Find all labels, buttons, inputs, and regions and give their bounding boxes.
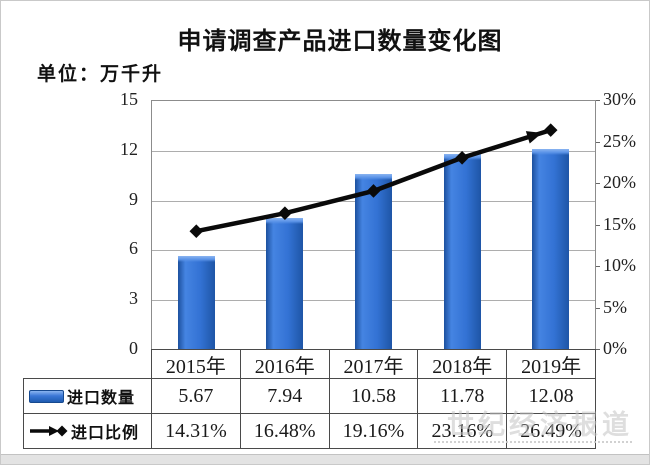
table-legend-label: 进口比例 (71, 425, 140, 442)
diamond-marker-icon (366, 184, 381, 198)
diamond-marker-icon (455, 150, 469, 165)
left-axis-tick-label: 15 (120, 89, 138, 109)
bar-top-highlight (266, 218, 304, 225)
table-legend-label: 进口数量 (67, 390, 136, 407)
table-value-cell: 12.08 (506, 378, 596, 414)
table-value-cell: 11.78 (417, 378, 508, 414)
bar (355, 174, 392, 350)
left-axis-tick-label: 9 (129, 188, 138, 209)
table-value-cell: 14.31% (151, 413, 241, 449)
left-axis-tick-label: 6 (129, 238, 138, 259)
bar-legend-icon (29, 389, 64, 403)
right-axis-tick-label: 20% (603, 172, 636, 192)
right-axis-tick-label: 0% (603, 338, 627, 358)
table-value-cell: 23.16% (417, 413, 508, 449)
plot-area (151, 100, 596, 351)
line-path (195, 127, 552, 234)
bar (266, 218, 304, 350)
right-axis-tick-label: 15% (603, 213, 636, 234)
bar-top-highlight (532, 149, 570, 156)
table-value-cell: 7.94 (239, 378, 330, 414)
table-legend-cell: 进口数量 (23, 378, 152, 414)
chart-title: 申请调查产品进口数量变化图 (177, 28, 503, 55)
table-value-cell: 10.58 (328, 378, 419, 414)
bar (177, 255, 215, 350)
bar (532, 149, 570, 350)
table-year-cell: 2017年 (328, 349, 419, 379)
table-year-cell: 2016年 (239, 349, 330, 379)
table-legend-cell: 进口比例 (23, 413, 152, 449)
table-series-row: 进口数量 5.67 7.94 10.58 11.78 12.08 (23, 378, 596, 414)
right-axis-tick-label: 5% (603, 296, 627, 317)
left-axis-tick-label: 0 (129, 338, 138, 358)
table-year-cell: 2015年 (151, 349, 241, 379)
table-year-cell: 2018年 (417, 349, 508, 379)
right-axis-tick-mark (594, 224, 600, 226)
bar-top-highlight (355, 174, 392, 181)
left-axis-tick-label: 3 (129, 288, 138, 309)
right-axis-tick-mark (594, 266, 600, 267)
right-axis-tick-mark (594, 307, 600, 309)
right-axis-tick-label: 30% (603, 89, 636, 109)
right-axis-tick-label: 10% (603, 255, 636, 275)
line-series (189, 123, 558, 239)
left-axis-tick-label: 12 (120, 138, 138, 159)
table-year-cell: 2019年 (506, 349, 596, 379)
right-axis-tick-mark (594, 100, 600, 101)
unit-label: 单位：万千升 (37, 64, 164, 85)
right-axis-tick-mark (594, 141, 600, 143)
line-legend-icon (30, 425, 68, 437)
table-value-cell: 19.16% (328, 413, 419, 449)
diamond-marker-icon (189, 224, 204, 239)
table-year-row: 2015年 2016年 2017年 2018年 2019年 (151, 349, 596, 379)
gridline (152, 150, 595, 152)
table-series-row: 进口比例 14.31% 16.48% 19.16% 23.16% 26.49% (23, 413, 596, 449)
table-value-cell: 26.49% (506, 413, 596, 449)
right-axis-tick-mark (594, 349, 600, 350)
line-arrowhead-icon (525, 131, 543, 144)
table-value-cell: 16.48% (239, 413, 330, 449)
bottom-strip (1, 454, 649, 464)
diamond-marker-icon (543, 123, 558, 137)
diamond-marker-icon (278, 206, 292, 221)
bar-top-highlight (177, 255, 215, 262)
right-axis-tick-mark (594, 183, 600, 184)
table-value-cell: 5.67 (151, 378, 241, 414)
right-axis-tick-label: 25% (603, 130, 636, 151)
